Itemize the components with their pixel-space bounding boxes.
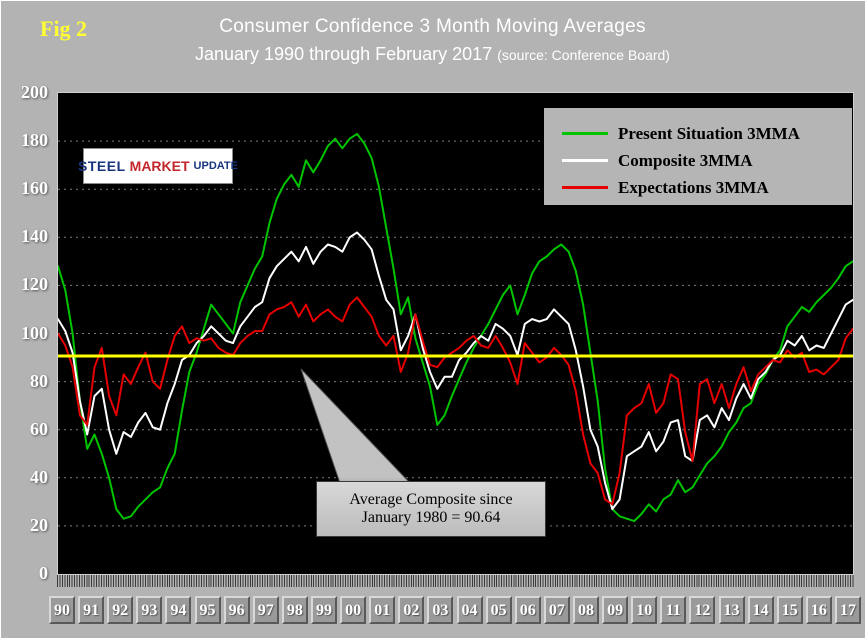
x-axis-label: 91	[78, 596, 105, 624]
legend-line-swatch	[562, 132, 608, 135]
x-axis-label: 02	[398, 596, 425, 624]
x-axis-label: 06	[514, 596, 541, 624]
y-axis-label: 180	[21, 130, 48, 151]
logo-word-update: UPDATE	[193, 160, 238, 172]
callout-line2: January 1980 = 90.64	[361, 509, 501, 526]
legend-item: Composite 3MMA	[562, 147, 852, 174]
legend: Present Situation 3MMA Composite 3MMA Expe…	[544, 108, 852, 205]
x-axis-label: 17	[834, 596, 861, 624]
y-axis-label: 200	[21, 82, 48, 102]
y-axis-label: 100	[21, 322, 48, 343]
y-axis-label: 20	[30, 514, 48, 535]
x-axis-label: 12	[689, 596, 716, 624]
x-axis-label: 04	[456, 596, 483, 624]
x-axis-label: 00	[340, 596, 367, 624]
series-line-composite-3mma	[58, 231, 853, 511]
title-line1: Consumer Confidence 3 Month Moving Avera…	[219, 16, 646, 37]
logo-word-market: MARKET	[129, 158, 190, 174]
y-axis-label: 160	[21, 178, 48, 199]
x-axis-label: 05	[485, 596, 512, 624]
x-axis-label: 07	[543, 596, 570, 624]
x-axis-label: 93	[136, 596, 163, 624]
title-line2: January 1990 through February 2017 (sour…	[0, 44, 865, 65]
legend-label: Present Situation 3MMA	[618, 123, 800, 143]
legend-item: Present Situation 3MMA	[562, 120, 852, 147]
x-axis-label: 15	[776, 596, 803, 624]
y-axis-label: 0	[39, 563, 48, 583]
x-axis-label: 01	[369, 596, 396, 624]
y-axis: 0 20 40 60 80 100 120 140 160 180 200	[0, 0, 52, 638]
logo: STEEL MARKET UPDATE	[78, 148, 238, 184]
x-axis: 90 91 92 93 94 95 96 97 98 99 00 01 02 03 04 05 06 07 08 09…	[49, 596, 861, 624]
x-axis-label: 14	[747, 596, 774, 624]
legend-line-swatch	[562, 159, 608, 162]
series-line-present-situation-3mma	[58, 132, 853, 523]
x-axis-label: 97	[252, 596, 279, 624]
x-axis-label: 95	[194, 596, 221, 624]
y-axis-label: 140	[21, 226, 48, 247]
title-date-range: January 1990 through February 2017	[195, 44, 493, 64]
x-axis-label: 90	[49, 596, 75, 624]
x-axis-label: 09	[602, 596, 629, 624]
x-axis-label: 98	[281, 596, 308, 624]
legend-line-swatch	[562, 186, 608, 189]
legend-label: Expectations 3MMA	[618, 177, 769, 197]
x-axis-label: 96	[223, 596, 250, 624]
y-axis-label: 60	[30, 418, 48, 439]
title-source: (source: Conference Board)	[497, 47, 670, 63]
x-axis-label: 11	[660, 596, 687, 624]
x-axis-label: 03	[427, 596, 454, 624]
chart-canvas	[58, 132, 853, 527]
plot-area: STEEL MARKET UPDATE Present Situation 3M…	[57, 92, 854, 575]
y-axis-label: 120	[21, 274, 48, 295]
callout-line1: Average Composite since	[349, 491, 513, 508]
y-axis-label: 40	[30, 466, 48, 487]
y-axis-label: 80	[30, 370, 48, 391]
legend-item: Expectations 3MMA	[562, 174, 852, 201]
x-axis-label: 94	[165, 596, 192, 624]
x-axis-label: 13	[718, 596, 745, 624]
x-axis-label: 10	[631, 596, 658, 624]
x-axis-label: 92	[107, 596, 134, 624]
figure-label: Fig 2	[40, 16, 88, 41]
x-axis-label: 16	[805, 596, 832, 624]
x-axis-ticks	[57, 575, 854, 587]
x-axis-label: 08	[572, 596, 599, 624]
legend-label: Composite 3MMA	[618, 150, 753, 170]
x-axis-label: 99	[310, 596, 337, 624]
series-line-expectations-3mma	[58, 296, 853, 506]
callout-pointer	[300, 368, 412, 484]
chart-title: Consumer Confidence 3 Month Moving Avera…	[0, 16, 865, 65]
callout-box: Average Composite since January 1980 = 9…	[316, 481, 546, 537]
logo-word-steel: STEEL	[78, 158, 126, 174]
